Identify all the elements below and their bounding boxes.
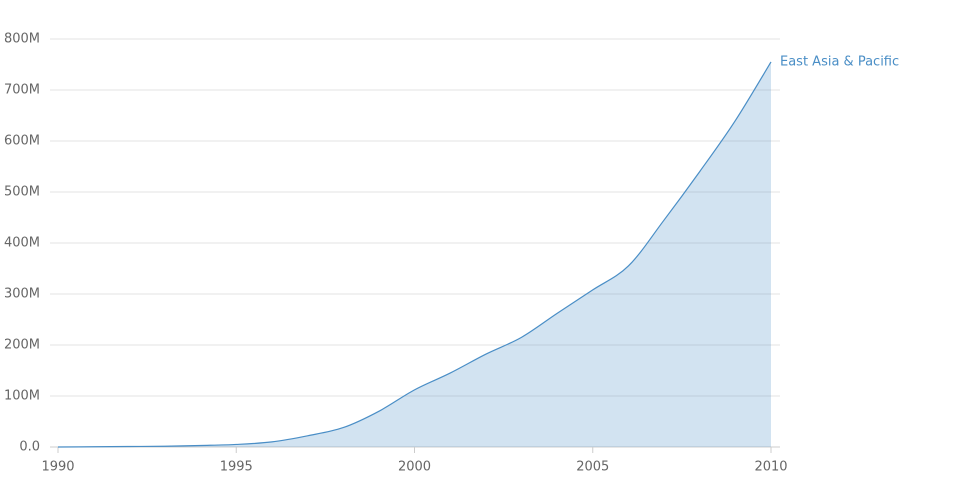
y-tick-label: 600M bbox=[4, 134, 40, 149]
y-tick-label: 100M bbox=[4, 389, 40, 404]
x-tick-label: 2000 bbox=[398, 460, 431, 475]
area bbox=[58, 61, 771, 447]
y-tick-label: 400M bbox=[4, 236, 40, 251]
series-label: East Asia & Pacific bbox=[780, 54, 899, 69]
y-tick-label: 800M bbox=[4, 32, 40, 47]
x-tick-label: 2005 bbox=[576, 460, 609, 475]
line bbox=[57, 61, 772, 448]
x-tick-label: 1995 bbox=[220, 460, 253, 475]
y-tick-label: 0.0 bbox=[19, 440, 40, 455]
y-tick-label: 300M bbox=[4, 287, 40, 302]
y-tick-label: 500M bbox=[4, 185, 40, 200]
x-tick-label: 2010 bbox=[754, 460, 787, 475]
x-tick-label: 1990 bbox=[41, 460, 74, 475]
y-tick-label: 700M bbox=[4, 83, 40, 98]
y-tick-label: 200M bbox=[4, 338, 40, 353]
